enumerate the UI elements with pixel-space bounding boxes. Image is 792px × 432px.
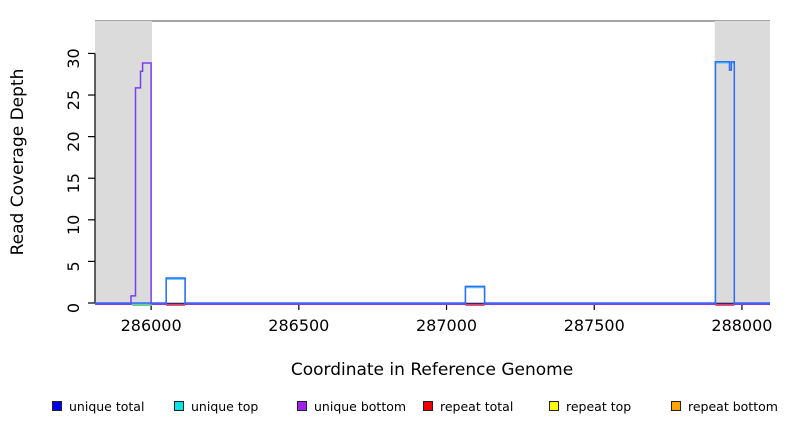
unique-top-swatch-icon xyxy=(174,401,184,411)
unique-total-swatch-icon xyxy=(52,401,62,411)
y-tick-label: 5 xyxy=(64,261,83,271)
legend-label: repeat total xyxy=(440,398,514,414)
shaded-region xyxy=(714,21,770,303)
legend-label: unique top xyxy=(191,398,259,414)
x-tick-label: 287500 xyxy=(564,316,625,335)
legend-label: unique bottom xyxy=(314,398,407,414)
legend-item-repeat-bottom: repeat bottom xyxy=(671,398,778,414)
y-axis-label: Read Coverage Depth xyxy=(8,68,28,256)
legend-item-unique-bottom: unique bottom xyxy=(297,398,406,414)
x-tick-label: 286500 xyxy=(268,316,329,335)
legend-item-repeat-total: repeat total xyxy=(423,398,513,414)
x-tick-label: 286000 xyxy=(121,316,182,335)
series-unique-top xyxy=(95,62,770,305)
y-tick-label: 20 xyxy=(64,131,83,151)
x-tick-label: 287000 xyxy=(416,316,477,335)
y-tick-label: 25 xyxy=(64,90,83,110)
repeat-total-swatch-icon xyxy=(423,401,433,411)
y-tick-label: 10 xyxy=(64,215,83,235)
legend-label: unique total xyxy=(69,398,145,414)
legend-label: repeat top xyxy=(566,398,632,414)
legend-item-unique-top: unique top xyxy=(174,398,258,414)
x-axis-label: Coordinate in Reference Genome xyxy=(290,360,574,380)
legend-item-repeat-top: repeat top xyxy=(549,398,631,414)
unique-bottom-swatch-icon xyxy=(297,401,307,411)
y-tick-label: 0 xyxy=(64,303,83,313)
repeat-top-swatch-icon xyxy=(549,401,559,411)
series-unique-bottom xyxy=(95,62,770,305)
y-tick-label: 15 xyxy=(64,173,83,193)
series-unique-total xyxy=(95,61,770,304)
y-tick-label: 30 xyxy=(64,48,83,68)
x-tick-label: 288000 xyxy=(711,316,772,335)
legend-item-unique-total: unique total xyxy=(52,398,144,414)
legend-label: repeat bottom xyxy=(688,398,778,414)
repeat-bottom-swatch-icon xyxy=(671,401,681,411)
